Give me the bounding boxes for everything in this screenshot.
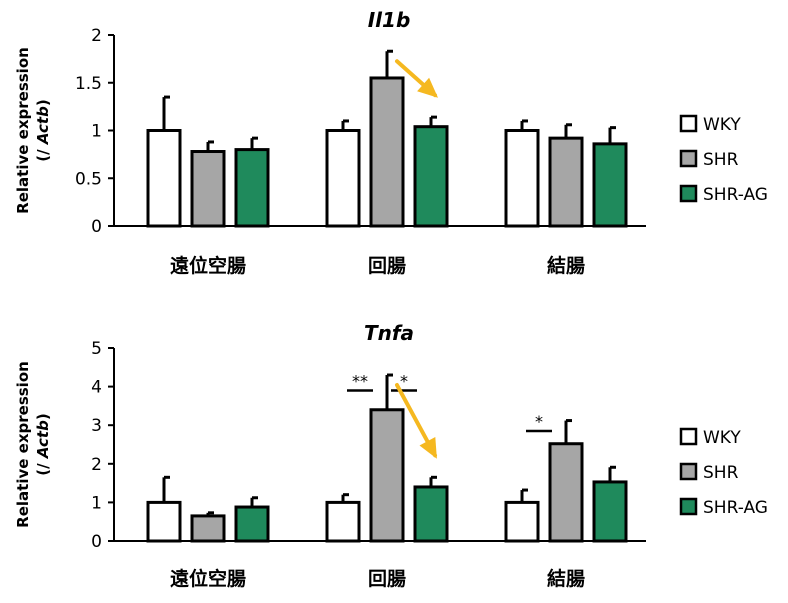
y-axis-label-sub-suffix: ) [34,413,52,420]
bar-wky [325,500,361,543]
bar-shr-ag [592,480,628,543]
y-axis-label-sub-prefix: (/ [34,144,52,162]
y-tick-label: 3 [91,416,102,436]
chart-1: Tnfa Relative expression (/ Actb) 0 1 2 3 4 5 遠位空… [14,321,768,590]
bar-shr-ag [413,485,449,543]
bar-shr-ag [592,142,628,228]
legend-label: WKY [703,115,741,135]
significance-label: ** [352,371,368,390]
bar-shr-ag [413,125,449,228]
bar-wky [325,129,361,228]
bar-shr [369,76,405,228]
legend-swatch-shr [679,462,698,481]
y-tick-label: 1 [91,122,102,142]
bar-shr [548,136,584,228]
y-tick-label: 2 [91,455,102,475]
y-tick-label: 0 [91,217,102,237]
legend-swatch-shr [679,149,698,168]
y-axis-label: Relative expression [14,47,32,214]
y-tick-label: 0 [91,532,102,552]
category-label: 回腸 [368,568,406,590]
decrease-arrow-head [417,77,438,98]
y-axis-label-sub-suffix: ) [34,99,52,106]
significance-label: * [400,371,408,390]
y-axis-label-sub-prefix: (/ [34,458,52,476]
y-tick-label: 4 [91,378,102,398]
chart-title: Il1b [368,8,411,32]
category-label: 遠位空腸 [170,254,246,277]
bar-shr [548,442,584,543]
legend-label: SHR [703,150,739,170]
category-label: 遠位空腸 [170,567,246,590]
category-label: 回腸 [368,255,406,277]
legend-label: WKY [703,428,741,448]
bar-shr [369,408,405,543]
significance-label: * [535,412,543,431]
bar-shr-ag [234,505,270,543]
legend-label: SHR-AG [703,185,768,205]
y-tick-label: 1 [91,493,102,513]
legend-swatch-wky [679,114,698,133]
y-axis-label-sub: (/ Actb) [34,99,52,161]
y-axis-label-sub-gene: Actb [34,420,52,459]
y-tick-label: 0.5 [75,169,102,189]
legend-swatch-wky [679,427,698,446]
category-label: 結腸 [547,254,585,277]
legend-swatch-shr-ag [679,497,698,516]
y-axis-label-sub-gene: Actb [34,106,52,145]
chart-title: Tnfa [364,321,414,345]
y-axis-label-sub: (/ Actb) [34,413,52,475]
bar-shr [190,514,226,543]
bar-wky [146,129,182,228]
bar-wky [146,500,182,543]
legend-label: SHR [703,463,739,483]
category-label: 結腸 [547,567,585,590]
bar-shr [190,150,226,228]
y-tick-label: 2 [91,26,102,46]
y-tick-label: 1.5 [75,74,102,94]
bar-wky [504,500,540,543]
chart-0: Il1b Relative expression (/ Actb) 0 0.5 1 1.5 2… [14,8,768,277]
legend-swatch-shr-ag [679,184,698,203]
bar-wky [504,129,540,228]
y-tick-label: 5 [91,339,102,359]
decrease-arrow-head [419,437,437,459]
y-axis-label: Relative expression [14,361,32,528]
legend-label: SHR-AG [703,498,768,518]
bar-shr-ag [234,148,270,228]
